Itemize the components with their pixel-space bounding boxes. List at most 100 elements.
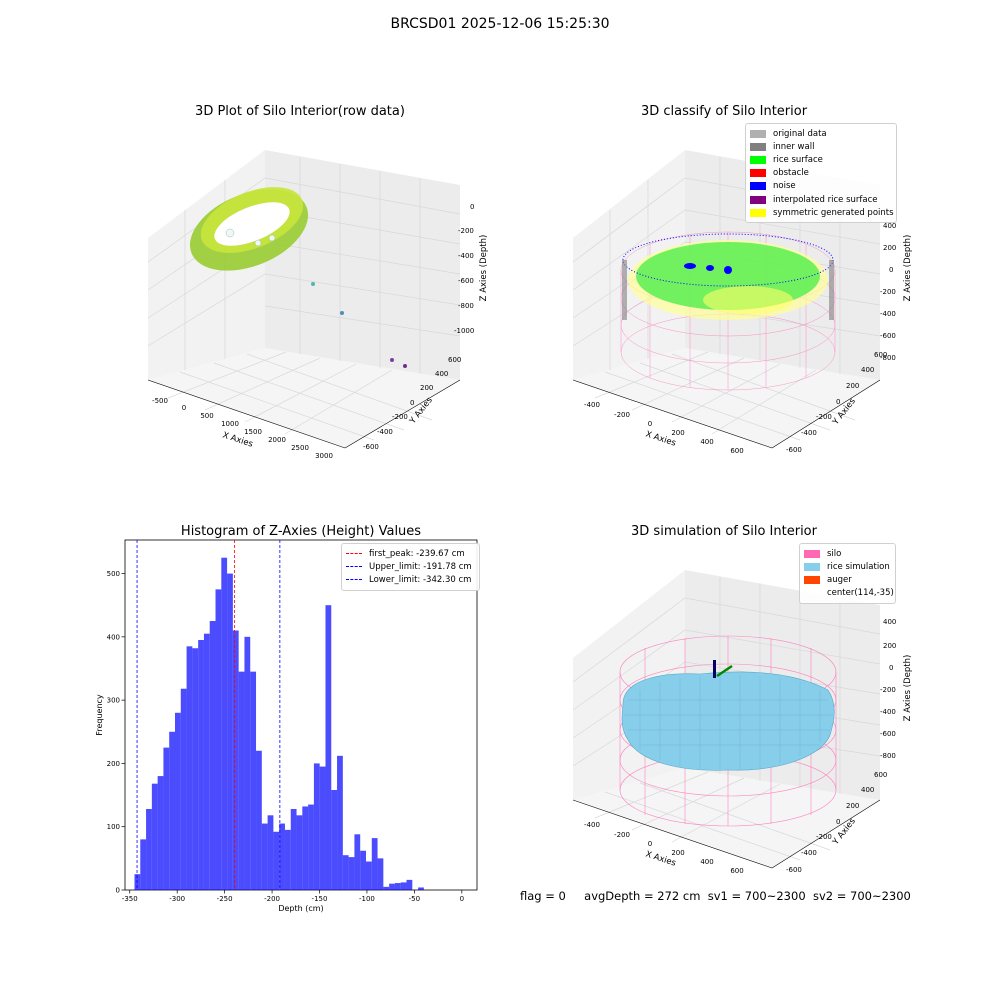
classify-y-tick: -200	[816, 413, 832, 421]
histogram-bar	[157, 776, 164, 890]
classify-z-tick: 400	[883, 222, 896, 230]
histogram-y-axis-label: Frequency	[95, 694, 104, 736]
y-tick-label: 300	[107, 697, 120, 705]
histogram-chart: -350 -300 -250 -200 -150 -100 -50 0 0 100 200 300 4…	[95, 539, 478, 913]
sim-z-tick: 0	[889, 664, 893, 672]
x-tick-label: -300	[169, 895, 185, 903]
histogram-bar	[394, 883, 401, 890]
auger-arm	[716, 664, 733, 678]
classify-x-tick: 0	[648, 420, 652, 428]
classify-y-tick: -600	[786, 446, 802, 454]
raw-x-tick: 2000	[268, 436, 286, 444]
legend-swatch	[804, 589, 820, 597]
sim-z-tick: -400	[880, 708, 896, 716]
sim-x-tick: 200	[671, 849, 684, 857]
sim-z-tick: -200	[880, 686, 896, 694]
histogram-bar	[146, 808, 152, 890]
histogram-bar	[365, 861, 372, 890]
histogram-legend: first_peak: -239.67 cm Upper_limit: -191…	[341, 543, 480, 591]
histogram-bar	[227, 573, 233, 890]
classify-z-tick: -800	[880, 354, 896, 362]
sv1-text: sv1 = 700~2300	[707, 889, 806, 903]
histogram-bar	[383, 886, 390, 890]
sv2-text: sv2 = 700~2300	[812, 889, 911, 903]
histogram-bar	[418, 887, 424, 890]
histogram-title: Histogram of Z-Axies (Height) Values	[180, 524, 422, 539]
histogram-bar	[313, 763, 320, 890]
raw-z-tick: 0	[470, 203, 474, 211]
legend-item: obstacle	[750, 167, 892, 180]
legend-item: interpolated rice surface	[750, 193, 892, 206]
legend-label: Lower_limit: -342.30 cm	[369, 574, 472, 585]
histogram-bar	[406, 879, 413, 890]
classify-z-tick: 0	[889, 266, 893, 274]
sim-y-tick: -400	[801, 849, 817, 857]
classify-z-tick: -400	[880, 310, 896, 318]
y-tick-label: 500	[107, 570, 120, 578]
raw-z-tick: -1000	[454, 327, 474, 335]
x-tick-label: -50	[409, 895, 420, 903]
raw-z-tick: -800	[458, 302, 474, 310]
histogram-bar	[250, 671, 257, 890]
sim-z-axis-label: Z Axies (Depth)	[903, 655, 913, 722]
sim-x-tick: 400	[700, 858, 713, 866]
classify-legend: original data inner wall rice surface ob…	[745, 123, 897, 224]
classify-z-tick: -600	[880, 332, 896, 340]
raw-y-tick: 0	[410, 399, 414, 407]
legend-item: original data	[750, 127, 892, 140]
legend-label: original data	[773, 128, 827, 139]
histogram-bar	[151, 783, 158, 890]
histogram-bar	[290, 808, 297, 890]
legend-label: interpolated rice surface	[773, 194, 878, 205]
classify-z-axis-label: Z Axies (Depth)	[903, 235, 913, 302]
simulation-plot-title: 3D simulation of Silo Interior	[631, 524, 817, 539]
classify-y-tick: 0	[836, 398, 840, 406]
simulation-legend: silo rice simulation auger center(114,-3…	[799, 543, 896, 604]
legend-item: noise	[750, 180, 892, 193]
histogram-bar	[377, 858, 384, 890]
legend-swatch	[750, 208, 766, 217]
histogram-bar	[163, 747, 170, 890]
legend-item: Lower_limit: -342.30 cm	[346, 573, 475, 586]
legend-item: symmetric generated points	[750, 206, 894, 219]
raw-y-tick: -200	[392, 413, 408, 421]
y-tick-label: 0	[116, 887, 120, 895]
legend-label: auger	[827, 574, 852, 585]
legend-swatch	[346, 553, 362, 555]
legend-label: rice simulation	[827, 561, 890, 572]
legend-swatch	[750, 182, 766, 191]
sim-y-tick: 400	[861, 786, 874, 794]
classify-y-tick: -400	[801, 429, 817, 437]
legend-swatch	[750, 195, 766, 204]
legend-label: noise	[773, 181, 796, 192]
raw-z-tick: -400	[458, 252, 474, 260]
sim-z-tick: -600	[880, 730, 896, 738]
histogram-bar	[198, 640, 204, 890]
histogram-bar	[273, 831, 280, 890]
legend-item: rice surface	[750, 153, 892, 166]
histogram-bar	[284, 829, 291, 890]
histogram-bar	[348, 857, 355, 890]
x-tick-label: -100	[359, 895, 375, 903]
sim-z-tick: 200	[883, 642, 896, 650]
histogram-bar	[302, 806, 309, 890]
simulation-3d-plot: -400 -200 0 200 400 600 600 400 200 0 -2…	[572, 570, 913, 875]
flag-text: flag = 0	[520, 889, 566, 903]
sim-z-tick: -800	[880, 752, 896, 760]
classify-x-tick: 400	[700, 438, 713, 446]
x-tick-label: 0	[460, 895, 464, 903]
legend-label: obstacle	[773, 168, 809, 179]
raw-y-tick: 600	[448, 356, 461, 364]
raw-z-axis-label: Z Axies (Depth)	[479, 235, 489, 302]
histogram-bar	[215, 589, 222, 890]
x-tick-label: -200	[264, 895, 280, 903]
sim-y-tick: 600	[874, 771, 887, 779]
histogram-bar	[360, 850, 366, 890]
histogram-bar	[296, 815, 303, 890]
histogram-bar	[337, 755, 343, 890]
histogram-bar	[140, 839, 147, 890]
legend-swatch	[804, 549, 820, 558]
sim-x-tick: 0	[648, 840, 652, 848]
legend-item: first_peak: -239.67 cm	[346, 547, 475, 560]
histogram-bar	[232, 630, 239, 890]
